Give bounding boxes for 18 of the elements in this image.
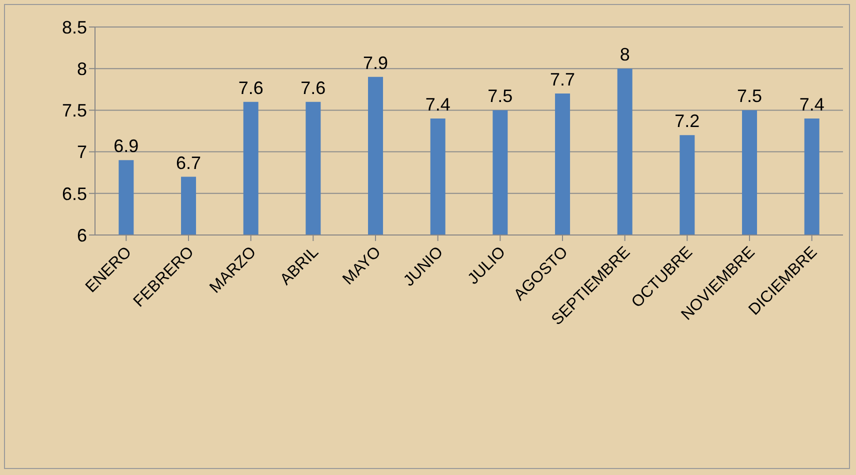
data-label: 7.6 <box>300 78 326 98</box>
data-label: 7.7 <box>550 70 576 90</box>
y-tick-label: 6.5 <box>62 184 87 204</box>
data-label: 7.5 <box>488 86 513 106</box>
data-label: 7.4 <box>799 94 824 115</box>
data-label: 7.2 <box>674 111 700 132</box>
data-label: 8 <box>620 44 630 65</box>
data-label: 6.7 <box>176 152 202 173</box>
data-label: 7.6 <box>238 78 264 98</box>
data-label: 7.5 <box>737 86 762 106</box>
y-tick-label: 6 <box>76 225 87 246</box>
y-tick-label: 8.5 <box>62 17 87 38</box>
y-tick-label: 7.5 <box>62 100 87 121</box>
y-tick-label: 7 <box>76 142 87 162</box>
y-tick-label: 8 <box>76 58 87 79</box>
data-label: 6.9 <box>114 136 139 156</box>
data-label: 7.4 <box>425 94 450 115</box>
data-label: 7.9 <box>363 52 388 73</box>
